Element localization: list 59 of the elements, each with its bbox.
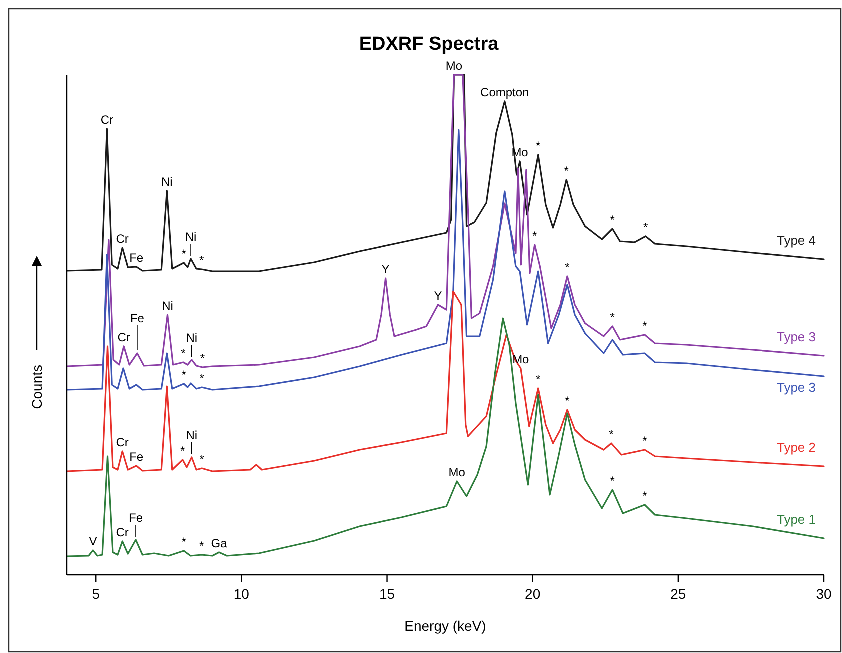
annotation: * [610, 213, 616, 227]
annotation: Mo [446, 59, 463, 73]
annotation: * [642, 489, 648, 503]
annotation: Ni [162, 299, 174, 313]
x-tick-label: 10 [234, 586, 250, 602]
annotation: Fe [130, 251, 144, 265]
x-tick-label: 25 [670, 586, 686, 602]
annotation: * [182, 368, 187, 382]
x-tick-label: 30 [816, 586, 832, 602]
annotation: * [610, 474, 616, 488]
series-label: Type 3 [776, 330, 816, 345]
x-tick-label: 20 [525, 586, 541, 602]
series-label: Type 1 [776, 512, 816, 528]
annotation: * [643, 220, 648, 234]
annotation: Y [434, 289, 442, 303]
annotation: V [89, 534, 98, 548]
annotation: * [199, 539, 204, 553]
series-label: Type 3 [776, 380, 816, 396]
annotation: * [565, 394, 570, 408]
annotation: * [200, 372, 205, 386]
annotation: Ni [161, 175, 173, 189]
annotation: * [564, 164, 570, 178]
annotation: Cr [116, 436, 129, 450]
annotation: * [200, 352, 206, 366]
annotation: Ga [211, 536, 228, 550]
annotation: Ni [185, 230, 197, 244]
annotation: Cr [118, 330, 130, 344]
x-axis-title: Energy (keV) [404, 618, 486, 634]
annotation: Cr [116, 526, 129, 540]
annotation: * [200, 452, 205, 466]
annotation: * [182, 247, 187, 261]
annotation: Compton [480, 86, 530, 100]
annotation: Mo [448, 466, 466, 480]
annotation: * [181, 346, 186, 360]
annotation: Ni [186, 428, 198, 442]
series-label: Type 4 [776, 233, 816, 248]
annotation: * [642, 319, 648, 333]
y-axis-title: Counts [29, 365, 45, 410]
annotation: * [182, 535, 187, 549]
annotation: Cr [116, 232, 129, 246]
annotation: * [199, 254, 204, 268]
annotation: Ni [186, 331, 198, 345]
annotation: * [565, 260, 570, 274]
annotation: Cr [100, 113, 114, 127]
annotation: Fe [130, 312, 145, 326]
chart-title: EDXRF Spectra [359, 34, 500, 55]
annotation: * [642, 434, 648, 448]
series-label: Type 2 [776, 440, 816, 456]
annotation: Fe [128, 511, 144, 525]
annotation: * [180, 444, 186, 458]
annotation: * [536, 372, 542, 386]
annotation: Fe [130, 450, 144, 464]
annotation: * [610, 310, 616, 324]
annotation: * [532, 229, 538, 243]
x-tick-label: 5 [92, 586, 100, 602]
annotation: Y [382, 262, 390, 276]
x-tick-label: 15 [379, 586, 396, 602]
annotation: * [609, 428, 614, 442]
annotation: * [536, 139, 542, 153]
